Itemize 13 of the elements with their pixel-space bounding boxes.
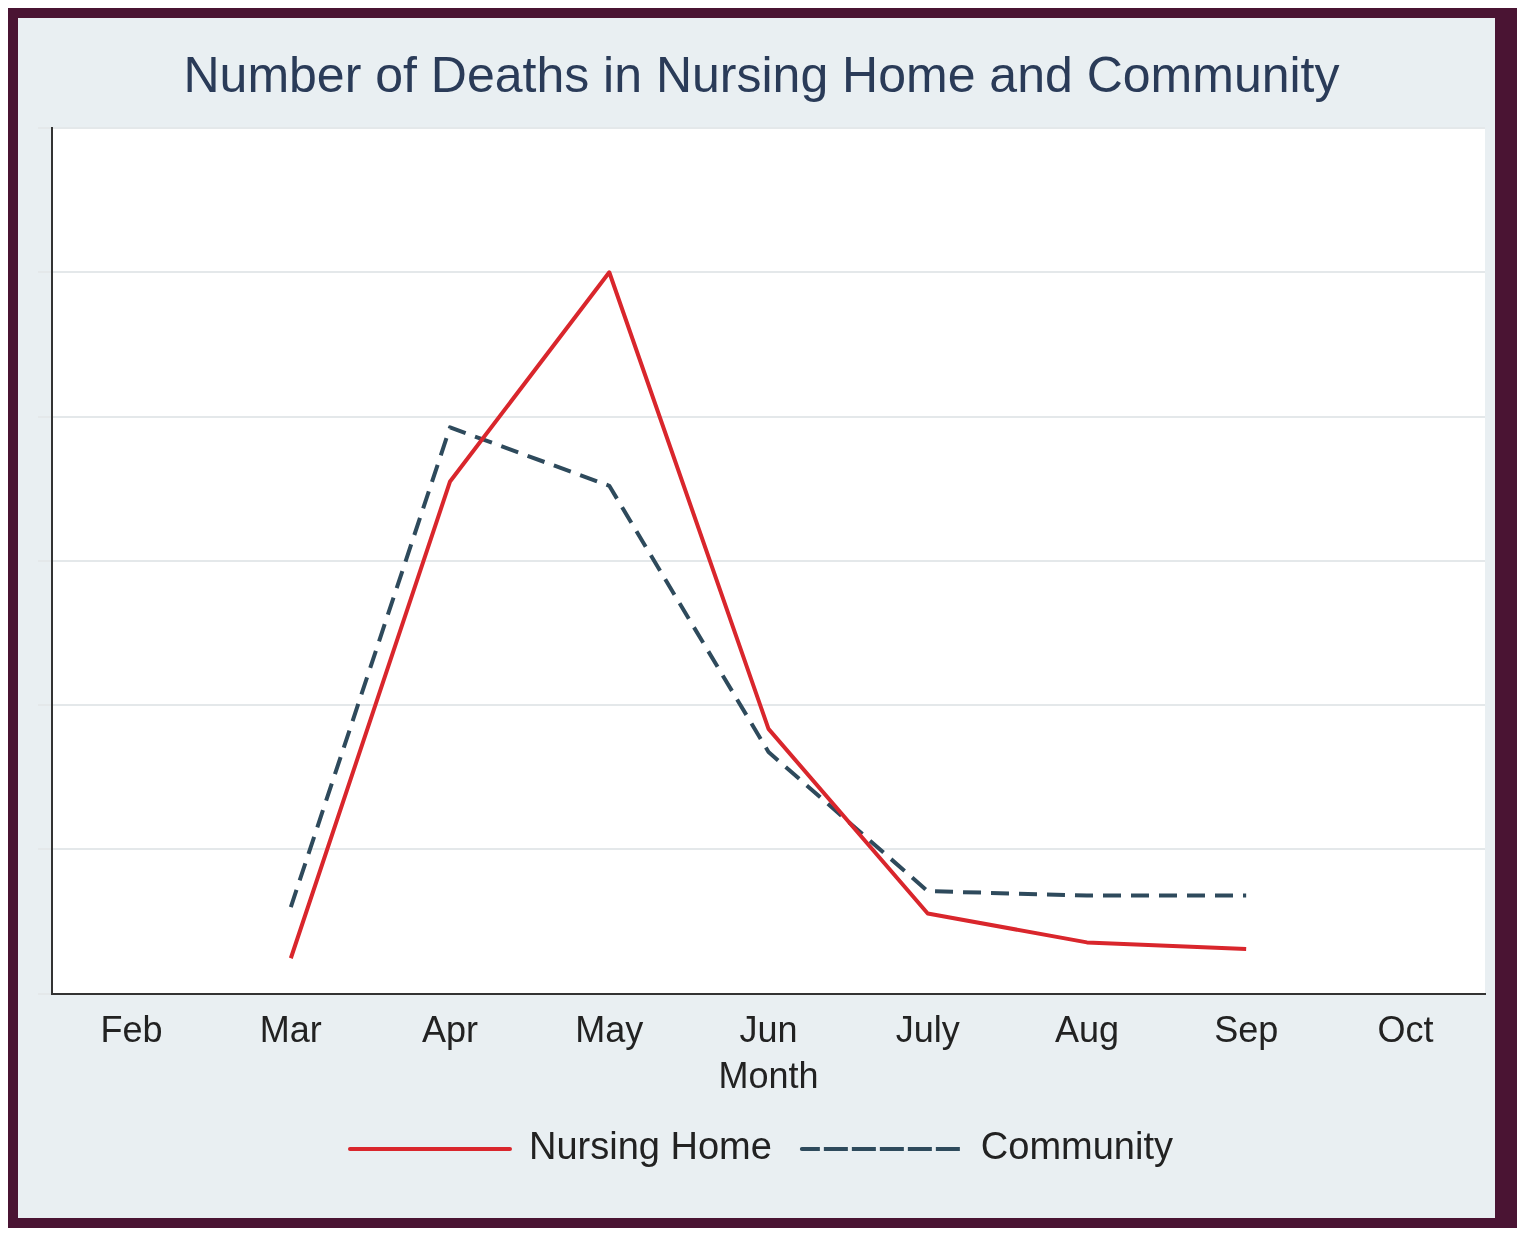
x-axis-title: Month (718, 1055, 819, 1097)
x-tick-label: Aug (1054, 1009, 1119, 1051)
x-tick-label: Jun (739, 1009, 798, 1051)
x-tick-label: July (895, 1009, 960, 1051)
x-tick-label: Feb (100, 1009, 163, 1051)
x-tick-label: Oct (1377, 1009, 1434, 1051)
legend-label: Community (980, 1125, 1174, 1168)
x-tick-label: Apr (422, 1009, 479, 1051)
chart-title: Number of Deaths in Nursing Home and Community (183, 46, 1340, 103)
x-tick-label: May (575, 1009, 644, 1051)
x-tick-label: Mar (259, 1009, 322, 1051)
x-tick-label: Sep (1214, 1009, 1279, 1051)
legend-label: Nursing Home (528, 1125, 772, 1168)
